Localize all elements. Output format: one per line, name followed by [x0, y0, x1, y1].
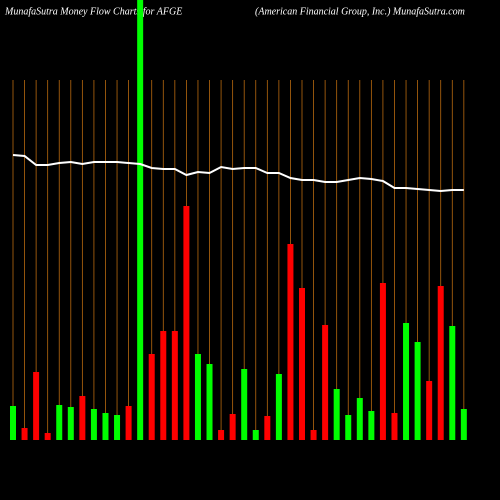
bar — [21, 428, 28, 440]
bar — [171, 331, 178, 440]
bar — [229, 414, 236, 440]
bar — [206, 364, 213, 440]
bar — [218, 430, 225, 440]
bar — [275, 374, 282, 440]
bar — [194, 354, 201, 440]
bar — [33, 372, 40, 440]
chart-title: MunafaSutra Money Flow Charts for AFGE — [4, 6, 182, 17]
bar — [437, 286, 444, 440]
bar — [460, 409, 467, 440]
chart-subtitle: (American Financial Group, Inc.) MunafaS… — [255, 6, 465, 17]
bar — [148, 354, 155, 440]
bar — [241, 369, 248, 440]
bar — [426, 381, 433, 440]
bar — [114, 415, 121, 440]
bar — [333, 389, 340, 440]
bar — [310, 430, 317, 440]
bar — [391, 413, 398, 440]
bar — [10, 406, 16, 440]
bar — [160, 331, 167, 440]
bar — [414, 342, 421, 440]
bar — [299, 288, 305, 440]
bar — [44, 433, 51, 440]
bar — [125, 406, 132, 440]
price-line — [12, 154, 464, 193]
bar — [379, 283, 386, 440]
bar — [368, 411, 375, 440]
bar — [449, 326, 456, 440]
bar — [252, 430, 259, 440]
bar — [356, 398, 363, 440]
bar — [137, 0, 144, 440]
bar — [102, 413, 109, 440]
bar — [403, 323, 410, 440]
bar — [90, 409, 97, 440]
bar — [322, 325, 329, 440]
bar — [183, 206, 190, 440]
bar — [56, 405, 63, 440]
bar — [79, 396, 86, 440]
bar — [264, 416, 271, 440]
bar — [287, 244, 294, 440]
bar — [345, 415, 352, 440]
bar — [67, 407, 74, 440]
